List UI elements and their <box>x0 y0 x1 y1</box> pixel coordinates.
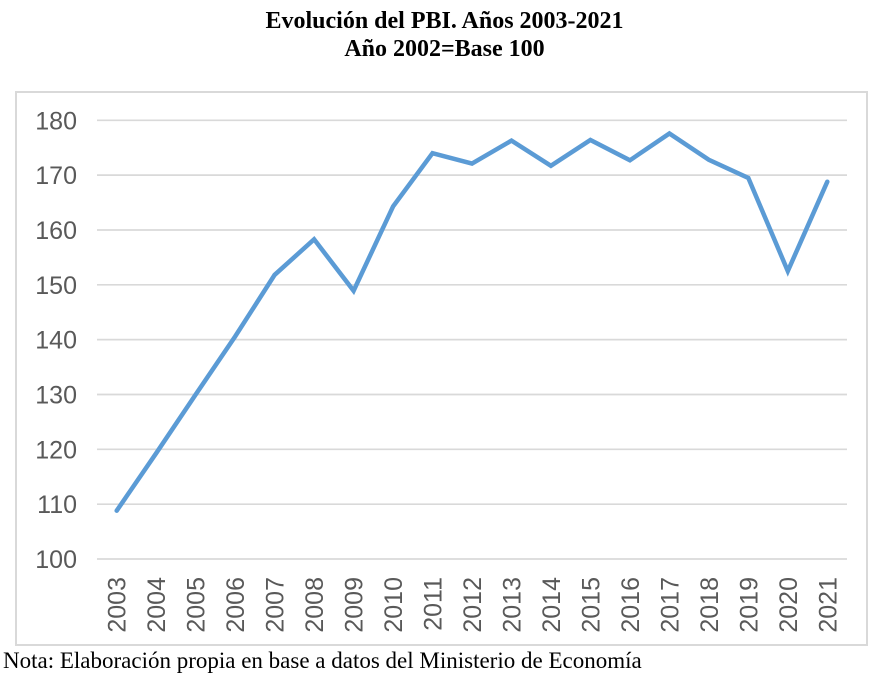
x-tick-label: 2005 <box>183 577 211 633</box>
x-tick-label: 2009 <box>341 577 369 633</box>
x-tick-label: 2006 <box>222 577 250 633</box>
source-note: Nota: Elaboración propia en base a datos… <box>3 648 642 673</box>
x-tick-label: 2004 <box>143 577 171 633</box>
x-tick-label: 2019 <box>735 577 763 633</box>
chart-title: Evolución del PBI. Años 2003-2021 Año 20… <box>0 7 889 63</box>
x-tick-label: 2016 <box>617 577 645 633</box>
x-tick-label: 2015 <box>577 577 605 633</box>
x-tick-label: 2014 <box>538 577 566 633</box>
y-tick-label: 110 <box>37 491 77 519</box>
y-tick-label: 140 <box>35 327 77 355</box>
x-tick-label: 2017 <box>656 577 684 633</box>
y-tick-label: 130 <box>35 381 77 409</box>
x-tick-label: 2013 <box>498 577 526 633</box>
pbi-line-series <box>114 130 830 513</box>
x-tick-label: 2012 <box>459 577 487 633</box>
y-tick-label: 150 <box>35 272 77 300</box>
x-tick-label: 2021 <box>814 577 842 633</box>
chart-title-line2: Año 2002=Base 100 <box>344 36 545 62</box>
y-tick-label: 120 <box>35 436 77 464</box>
x-tick-label: 2007 <box>262 577 290 633</box>
x-tick-label: 2020 <box>775 577 803 633</box>
y-tick-label: 160 <box>35 217 77 245</box>
line-chart: 100 110 120 130 140 150 160 170 180 2003 2004 2005 2… <box>35 107 847 633</box>
chart-title-line1: Evolución del PBI. Años 2003-2021 <box>265 8 624 34</box>
x-tick-label: 2018 <box>696 577 724 633</box>
x-tick-label: 2008 <box>301 577 329 633</box>
x-tick-label: 2003 <box>104 577 132 633</box>
y-tick-label: 100 <box>35 546 77 574</box>
x-tick-label: 2010 <box>380 577 408 633</box>
chart-area: 100 110 120 130 140 150 160 170 180 2003 2004 2005 2… <box>15 91 868 646</box>
x-tick-label: 2011 <box>420 577 448 631</box>
y-tick-label: 170 <box>35 162 77 190</box>
y-tick-label: 180 <box>35 107 77 135</box>
